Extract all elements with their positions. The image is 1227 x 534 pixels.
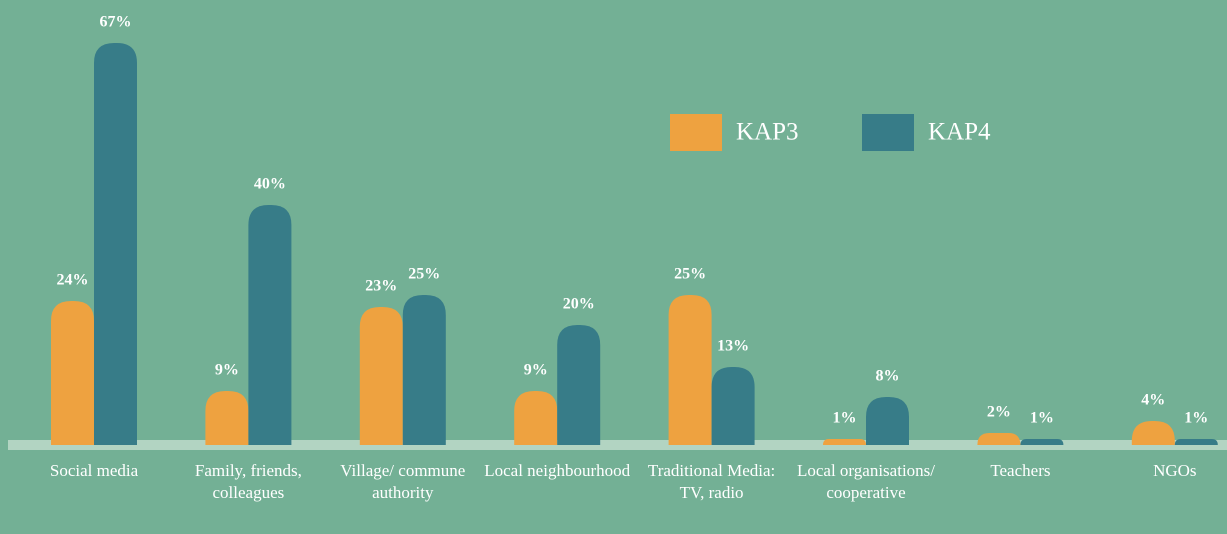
bar <box>977 433 1021 445</box>
x-tick-label: Traditional Media: TV, radio <box>647 461 776 502</box>
legend-label: KAP4 <box>928 119 991 146</box>
value-label: 13% <box>717 338 749 355</box>
value-label: 2% <box>987 404 1011 421</box>
bar <box>205 391 249 445</box>
bar <box>557 325 601 445</box>
bar <box>1174 439 1218 445</box>
legend-swatch <box>862 114 914 151</box>
value-label: 20% <box>563 296 595 313</box>
bar <box>51 301 94 445</box>
bar <box>359 307 403 445</box>
value-label: 9% <box>215 362 239 379</box>
x-tick-label: NGOs <box>1153 461 1197 480</box>
x-tick-label: Local organisations/ cooperative <box>796 461 936 502</box>
bar <box>668 295 712 445</box>
value-label: 25% <box>674 266 706 283</box>
value-label: 8% <box>876 368 900 385</box>
bar <box>94 43 137 445</box>
value-label: 24% <box>57 272 89 289</box>
bar <box>711 367 755 445</box>
bar <box>1131 421 1175 445</box>
bar <box>866 397 909 445</box>
bar <box>248 205 292 445</box>
x-tick-label: Family, friends, colleagues <box>194 461 302 502</box>
bar <box>1020 439 1064 445</box>
x-tick-label: Social media <box>49 461 139 480</box>
x-tick-label: Local neighbourhood <box>484 461 631 480</box>
value-label: 1% <box>1184 410 1208 427</box>
bar <box>514 391 558 445</box>
value-label: 67% <box>100 14 132 31</box>
baseline-band <box>8 440 1227 450</box>
x-tick-label: Teachers <box>990 461 1051 480</box>
legend-label: KAP3 <box>736 119 799 146</box>
legend-swatch <box>670 114 722 151</box>
value-label: 25% <box>408 266 440 283</box>
bar <box>402 295 446 445</box>
value-label: 1% <box>1030 410 1054 427</box>
value-label: 23% <box>365 278 397 295</box>
x-tick-label: Village/ commune authority <box>340 461 466 502</box>
value-label: 1% <box>833 410 857 427</box>
value-label: 4% <box>1141 392 1165 409</box>
value-label: 9% <box>524 362 548 379</box>
value-label: 40% <box>254 176 286 193</box>
bar <box>823 439 866 445</box>
